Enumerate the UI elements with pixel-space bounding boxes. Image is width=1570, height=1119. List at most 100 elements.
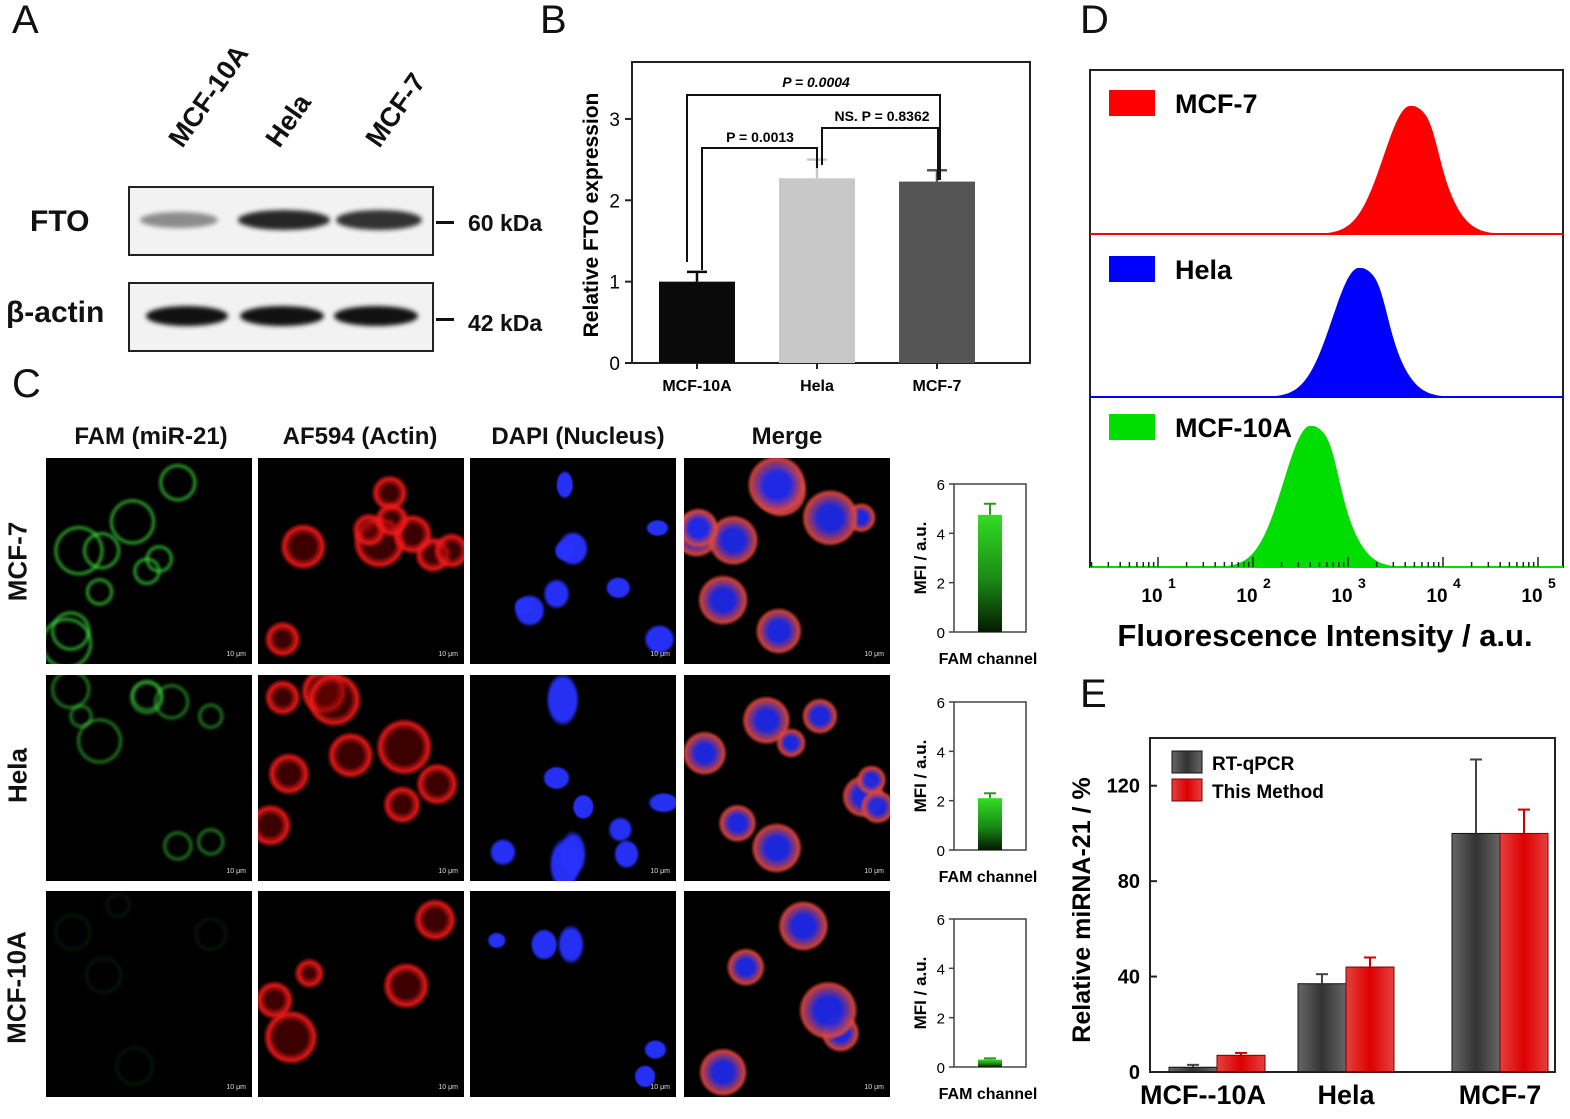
annotation-p-0004: P = 0.0004 xyxy=(782,74,850,90)
legend-label-hela: Hela xyxy=(1175,255,1233,285)
mfi-ytick-label: 6 xyxy=(937,912,945,929)
scale-bar-label: 10 μm xyxy=(650,651,670,658)
fto-bar xyxy=(659,281,735,363)
actin-band-mcf10a xyxy=(146,306,228,326)
mirna-bar-rtqpcr xyxy=(1451,832,1501,1073)
fto-xtick-label: MCF-10A xyxy=(662,378,732,395)
legend-swatch-mcf-7 xyxy=(1109,90,1155,116)
micrograph-mcf-10a-col2: 10 μm xyxy=(258,891,464,1097)
mirna-legend-swatch xyxy=(1171,778,1203,802)
fto-ytick-label: 3 xyxy=(609,110,620,131)
flow-xtick-label: 10 xyxy=(1331,586,1352,607)
actin-blot xyxy=(128,282,434,352)
fto-band-mcf7 xyxy=(336,210,422,230)
scale-bar-label: 10 μm xyxy=(226,868,246,875)
scale-bar-label: 10 μm xyxy=(438,868,458,875)
annotation-p-0013: P = 0.0013 xyxy=(726,129,794,145)
mfi-ylabel: MFI / a.u. xyxy=(911,957,930,1030)
mfi-chart-hela: 0 2 4 6 MFI / a.u. FAM channel xyxy=(911,695,1038,886)
blot-row-label-fto: FTO xyxy=(30,205,90,238)
scale-bar-label: 10 μm xyxy=(650,1084,670,1091)
mirna-xtick-label: MCF-7 xyxy=(1459,1080,1542,1110)
mfi-ytick-label: 0 xyxy=(937,1060,945,1077)
mirna-xtick-label: Hela xyxy=(1317,1080,1375,1110)
scale-bar-label: 10 μm xyxy=(864,1084,884,1091)
legend-swatch-mcf-10a xyxy=(1109,414,1155,440)
mirna-bar-method xyxy=(1345,966,1395,1073)
micrograph-mcf-10a-col3: 10 μm xyxy=(470,891,676,1097)
flow-xtick-label: 10 xyxy=(1236,586,1257,607)
mfi-ytick-label: 4 xyxy=(937,961,945,978)
mfi-xlabel: FAM channel xyxy=(939,869,1038,886)
mfi-ytick-label: 2 xyxy=(937,1011,945,1028)
col-head-dapi: DAPI (Nucleus) xyxy=(491,423,665,450)
actin-band-hela xyxy=(240,306,324,326)
mirna-ylabel: Relative miRNA-21 / % xyxy=(1068,777,1096,1042)
mfi-chart-mcf-10a: 0 2 4 6 MFI / a.u. FAM channel xyxy=(911,912,1037,1103)
lane-label-mcf7: MCF-7 xyxy=(359,67,432,153)
histogram-hela xyxy=(1254,268,1464,397)
blot-row-label-actin: β-actin xyxy=(6,296,105,329)
fto-xtick-label: Hela xyxy=(800,378,834,395)
row-head-mcf7: MCF-7 xyxy=(2,521,33,602)
fto-blot xyxy=(128,186,434,256)
scale-bar-label: 10 μm xyxy=(650,868,670,875)
mfi-ytick-label: 4 xyxy=(937,526,945,543)
legend-swatch-hela xyxy=(1109,256,1155,282)
annotation-p-8362: NS. P = 0.8362 xyxy=(834,108,929,124)
lane-label-mcf10a: MCF-10A xyxy=(162,39,255,153)
mfi-ylabel: MFI / a.u. xyxy=(911,522,930,595)
actin-marker-tick xyxy=(436,318,454,321)
histogram-mcf-10a xyxy=(1205,426,1415,567)
mfi-bar xyxy=(978,514,1002,632)
micrograph-mcf-7-col3: 10 μm xyxy=(470,458,676,664)
flow-xlabel: Fluorescence Intensity / a.u. xyxy=(1117,618,1532,653)
histogram-mcf-7 xyxy=(1305,106,1515,234)
flow-cytometry-chart: MCF-7 Hela MCF-10A 10 1 10 2 10 3 10 4 10 5 Fluoresc… xyxy=(1089,69,1564,653)
legend-label-mcf-10a: MCF-10A xyxy=(1175,413,1292,443)
flow-xtick-exponent: 4 xyxy=(1453,575,1461,591)
lane-label-hela: Hela xyxy=(259,88,317,153)
micrograph-mcf-10a-col1: 10 μm xyxy=(46,891,252,1097)
significance-brackets xyxy=(686,94,941,270)
mfi-bar xyxy=(978,798,1002,850)
mfi-ytick-label: 6 xyxy=(937,695,945,712)
panel-letter-c: C xyxy=(12,362,41,406)
panel-letter-d: D xyxy=(1080,0,1109,42)
mfi-plot-frame xyxy=(953,918,1027,1068)
mirna-legend-label: This Method xyxy=(1212,782,1324,803)
mirna-legend-swatch xyxy=(1171,750,1203,774)
row-head-hela: Hela xyxy=(2,748,33,803)
scale-bar-label: 10 μm xyxy=(438,1084,458,1091)
mfi-ytick-label: 4 xyxy=(937,744,945,761)
legend-label-mcf-7: MCF-7 xyxy=(1175,89,1258,119)
scale-bar-label: 10 μm xyxy=(226,1084,246,1091)
scale-bar-label: 10 μm xyxy=(864,868,884,875)
mirna-bar-method xyxy=(1499,832,1549,1073)
flow-xtick-exponent: 3 xyxy=(1358,575,1366,591)
mfi-ytick-label: 0 xyxy=(937,843,945,860)
scale-bar-label: 10 μm xyxy=(226,651,246,658)
col-head-merge: Merge xyxy=(751,423,823,450)
mfi-ytick-label: 6 xyxy=(937,477,945,494)
mirna-bar-rtqpcr xyxy=(1168,1066,1218,1073)
scale-bar-label: 10 μm xyxy=(864,651,884,658)
mfi-xlabel: FAM channel xyxy=(939,651,1038,668)
micrograph-mcf-7-col2: 10 μm xyxy=(258,458,464,664)
fto-chart-ylabel: Relative FTO expression xyxy=(580,93,603,338)
fto-marker-tick xyxy=(436,221,454,224)
flow-xtick-label: 10 xyxy=(1521,586,1542,607)
mfi-ylabel: MFI / a.u. xyxy=(911,740,930,813)
mirna-ytick-label: 80 xyxy=(1118,871,1140,893)
mfi-chart-mcf-7: 0 2 4 6 MFI / a.u. FAM channel xyxy=(911,477,1038,668)
micrograph-mcf-10a-col4: 10 μm xyxy=(684,891,890,1097)
mfi-ytick-label: 2 xyxy=(937,794,945,811)
flow-xtick-label: 10 xyxy=(1141,586,1162,607)
fto-xtick-label: MCF-7 xyxy=(913,378,962,395)
flow-xtick-exponent: 5 xyxy=(1548,575,1556,591)
fto-ytick-label: 0 xyxy=(609,354,620,375)
mirna-bar-chart: 0 40 80 120 MCF--10A Hela MCF-7 RT-qPCR This Met… xyxy=(1068,737,1556,1110)
mfi-ytick-label: 0 xyxy=(937,625,945,642)
micrograph-hela-col3: 10 μm xyxy=(470,675,676,881)
fto-marker-label: 60 kDa xyxy=(468,210,543,236)
